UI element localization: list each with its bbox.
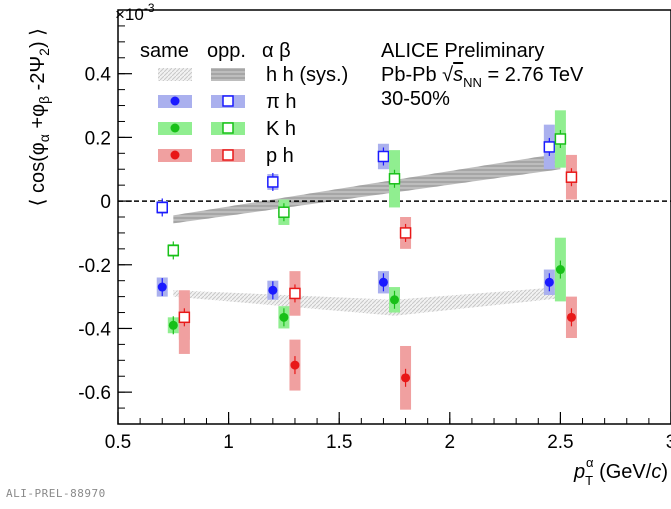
legend-K-opp-marker	[222, 122, 234, 134]
legend-hh-opp-swatch	[211, 68, 245, 81]
p-opp-point	[399, 227, 412, 239]
pi-same-point	[544, 277, 554, 287]
legend-label-p: p h	[266, 145, 294, 167]
x-tick-label: 2	[445, 432, 456, 453]
pi-same-point	[157, 282, 167, 292]
x-tick-label: 0.5	[105, 432, 131, 453]
p-opp-point	[289, 287, 301, 300]
legend-K-same-marker	[170, 123, 180, 133]
legend-hh-same-swatch	[158, 68, 192, 81]
x-tick-label: 3	[666, 432, 671, 453]
pi-opp-point	[156, 201, 168, 214]
sys-bands	[173, 153, 561, 316]
y-tick-label: -0.2	[78, 256, 111, 277]
info-block: ALICE Preliminary Pb-Pb √sNN = 2.76 TeV …	[381, 40, 584, 110]
p-same-point	[566, 312, 576, 322]
x-tick-label: 2.5	[547, 432, 573, 453]
pi-same-point	[268, 285, 278, 295]
x-tick-label: 1	[223, 432, 234, 453]
p-same-point	[290, 360, 300, 370]
preliminary-id-label: ALI-PREL-88970	[6, 487, 106, 500]
legend-header-ab: α β	[262, 40, 291, 62]
legend-pi-opp-marker	[222, 95, 234, 107]
y-multiplier: ×10-3	[115, 1, 155, 24]
y-axis-title: ⟨ cos(φα +φβ -2Ψ2) ⟩	[27, 28, 52, 206]
K-opp-point	[278, 206, 290, 218]
legend-label-pi: π h	[266, 91, 296, 113]
data-points	[156, 110, 578, 410]
y-tick-label: -0.6	[78, 383, 111, 404]
y-tick-label: -0.4	[78, 319, 111, 340]
legend-pi-same-marker	[170, 96, 180, 106]
pi-opp-point	[543, 141, 556, 153]
x-axis-title: pTα (GeV/c)	[573, 455, 668, 488]
legend-label-hh: h h (sys.)	[266, 64, 348, 86]
K-same-point	[279, 312, 289, 322]
pi-same-point	[378, 277, 388, 287]
y-tick-label: 0.2	[85, 128, 111, 149]
legend-p-same-marker	[170, 150, 180, 160]
info-centrality: 30-50%	[381, 88, 450, 110]
hh-band-opp	[173, 153, 561, 224]
y-tick-label: 0.4	[85, 65, 112, 86]
K-opp-point	[167, 244, 180, 257]
K-opp-point	[388, 173, 401, 185]
K-opp-point	[554, 133, 567, 145]
info-collaboration: ALICE Preliminary	[381, 40, 544, 62]
legend-p-opp-marker	[222, 149, 234, 161]
p-same-point	[401, 373, 411, 383]
p-opp-point	[565, 171, 578, 183]
K-same-point	[168, 320, 178, 330]
legend-header-opp: opp.	[207, 40, 246, 62]
K-same-point	[390, 295, 399, 305]
legend: same opp. α β h h (sys.) π h K h p h	[140, 40, 348, 167]
x-tick-label: 1.5	[326, 432, 352, 453]
hh-band-same	[173, 287, 561, 316]
legend-header-same: same	[140, 40, 189, 62]
info-system: Pb-Pb √sNN = 2.76 TeV	[381, 64, 584, 90]
legend-label-K: K h	[266, 118, 296, 140]
y-tick-label: 0	[100, 192, 111, 213]
pi-opp-point	[267, 176, 279, 188]
p-opp-point	[178, 311, 191, 324]
K-same-point	[555, 265, 565, 275]
pi-opp-point	[377, 150, 390, 163]
axis-ticks: 0.5 1 1.5 2 2.5 3 -0.6 -0.4 -0.2 0 0.2 0.4	[78, 9, 671, 453]
